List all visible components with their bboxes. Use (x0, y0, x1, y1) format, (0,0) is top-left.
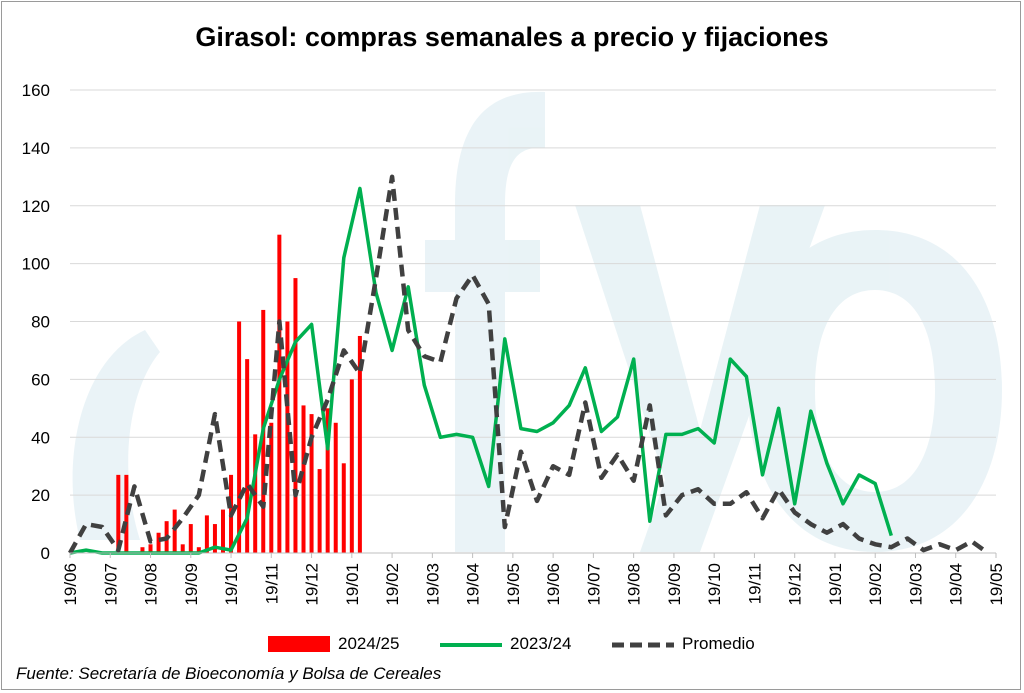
y-tick-label: 100 (22, 255, 50, 274)
x-tick-label: 19/05 (987, 563, 1006, 606)
y-tick-label: 80 (31, 313, 50, 332)
y-tick-label: 160 (22, 81, 50, 100)
y-tick-label: 40 (31, 428, 50, 447)
x-tick-label: 19/08 (625, 563, 644, 606)
x-tick-label: 19/12 (786, 563, 805, 606)
legend-label-promedio: Promedio (682, 634, 755, 653)
bar (204, 515, 209, 553)
x-tick-label: 19/11 (745, 563, 764, 604)
bar (220, 509, 225, 553)
bar (116, 474, 121, 553)
legend-label-2024-25: 2024/25 (338, 634, 400, 653)
bar (140, 547, 145, 553)
x-tick-label: 19/09 (182, 563, 201, 606)
series-lines (68, 174, 990, 555)
x-tick-label: 19/12 (303, 563, 322, 606)
x-tick-label: 19/01 (826, 563, 845, 606)
bar (188, 524, 193, 553)
y-tick-label: 140 (22, 139, 50, 158)
x-tick-label: 19/03 (906, 563, 925, 606)
x-axis (69, 552, 997, 558)
x-tick-label: 19/03 (423, 563, 442, 606)
chart-title: Girasol: compras semanales a precio y fi… (195, 22, 829, 52)
y-tick-label: 0 (41, 544, 50, 563)
x-tick-label: 19/04 (947, 563, 966, 606)
bar (148, 544, 153, 553)
y-tick-label: 20 (31, 486, 50, 505)
x-tick-label: 19/04 (464, 563, 483, 606)
legend-swatch-bar (268, 636, 330, 652)
bar (212, 524, 217, 553)
bar (309, 414, 314, 553)
y-axis-labels: 0 20 40 60 80 100 120 140 160 (22, 81, 50, 563)
bar (349, 379, 354, 553)
bar (325, 408, 330, 553)
watermark-y-shape (575, 205, 825, 552)
x-tick-label: 19/01 (343, 563, 362, 606)
line-promedio (68, 174, 990, 555)
x-tick-label: 19/02 (866, 563, 885, 606)
x-tick-label: 19/08 (142, 563, 161, 606)
bar (156, 532, 161, 553)
bar (285, 321, 290, 553)
legend-label-2023-24: 2023/24 (510, 634, 572, 653)
bar (180, 544, 185, 553)
x-tick-label: 19/07 (101, 563, 120, 606)
bar (196, 547, 201, 553)
legend-swatch-dashed-line (612, 642, 674, 648)
bar (245, 359, 250, 553)
x-tick-label: 19/09 (665, 563, 684, 606)
source-note: Fuente: Secretaría de Bioeconomía y Bols… (16, 664, 442, 683)
bars-2024-25 (116, 234, 362, 553)
gridlines (70, 89, 996, 496)
bar (357, 335, 362, 553)
x-tick-label: 19/11 (262, 563, 281, 604)
x-tick-label: 19/02 (383, 563, 402, 606)
y-tick-label: 120 (22, 197, 50, 216)
x-tick-label: 19/10 (705, 563, 724, 606)
bar (277, 234, 282, 553)
x-tick-label: 19/06 (61, 563, 80, 606)
x-tick-label: 19/07 (584, 563, 603, 606)
bar (317, 469, 322, 553)
legend: 2024/25 2023/24 Promedio (0, 634, 1024, 656)
y-tick-label: 60 (31, 370, 50, 389)
bar (333, 422, 338, 553)
bar (341, 463, 346, 553)
line-2023-24 (69, 186, 893, 555)
bar (269, 422, 274, 553)
watermark-c-shape (72, 330, 160, 540)
x-axis-labels: 19/06 19/07 19/08 19/09 19/10 19/11 19/12 19/01… (61, 563, 1006, 606)
watermark-o-shape (748, 230, 1002, 552)
bar (293, 278, 298, 553)
bar (301, 405, 306, 553)
bar (172, 509, 177, 553)
x-tick-label: 19/05 (504, 563, 523, 606)
x-tick-label: 19/06 (544, 563, 563, 606)
bar (237, 321, 242, 553)
x-tick-label: 19/10 (222, 563, 241, 606)
legend-swatch-green-line (440, 643, 502, 647)
